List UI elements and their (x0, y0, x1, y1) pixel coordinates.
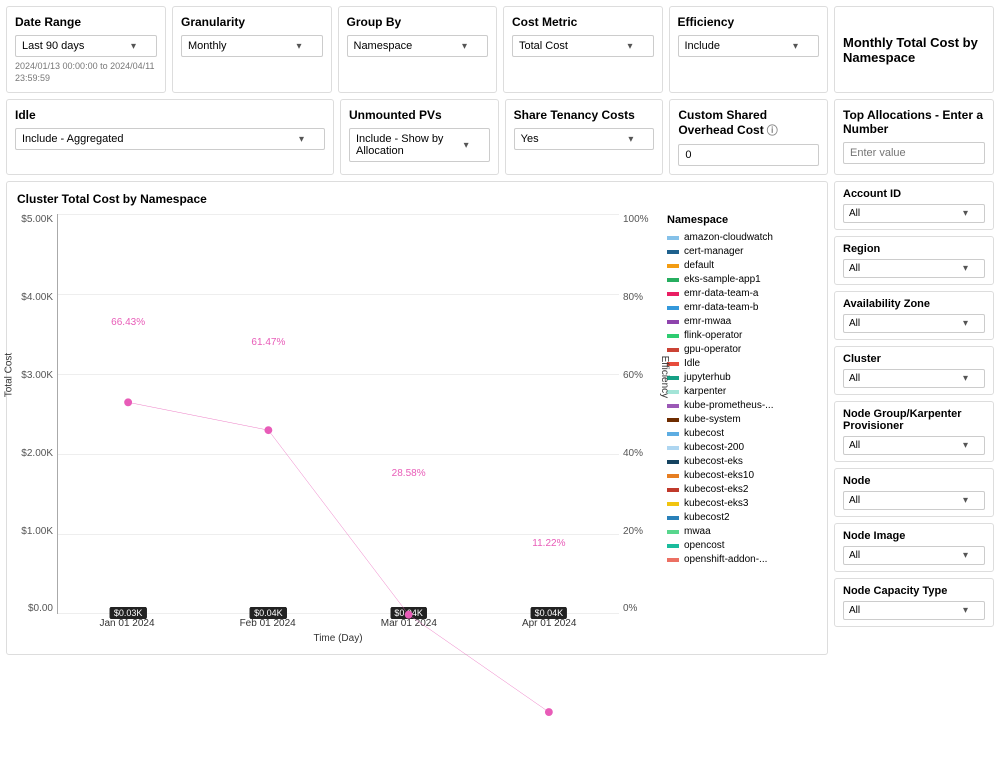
side-filter-select[interactable]: All (843, 491, 985, 510)
summary-title-panel: Monthly Total Cost by Namespace (834, 6, 994, 93)
chart-panel: Cluster Total Cost by Namespace Total Co… (6, 181, 828, 655)
legend-item[interactable]: flink-operator (667, 330, 817, 341)
side-filter: Node ImageAll (834, 523, 994, 572)
legend-item[interactable]: emr-data-team-a (667, 288, 817, 299)
costmetric-panel: Cost Metric Total Cost (503, 6, 663, 93)
side-filter: ClusterAll (834, 346, 994, 395)
granularity-select[interactable]: Monthly (181, 35, 323, 57)
groupby-select[interactable]: Namespace (347, 35, 489, 57)
legend-item[interactable]: kubecost-200 (667, 442, 817, 453)
side-filter: Account IDAll (834, 181, 994, 230)
date-range-sub: 2024/01/13 00:00:00 to 2024/04/11 23:59:… (15, 61, 157, 84)
legend-item[interactable]: karpenter (667, 386, 817, 397)
groupby-panel: Group By Namespace (338, 6, 498, 93)
side-filter-select[interactable]: All (843, 314, 985, 333)
side-filter-select[interactable]: All (843, 369, 985, 388)
legend-item[interactable]: kubecost2 (667, 512, 817, 523)
side-filter: RegionAll (834, 236, 994, 285)
legend-item[interactable]: default (667, 260, 817, 271)
filter-row-2: Idle Include - Aggregated Unmounted PVs … (6, 99, 994, 175)
granularity-panel: Granularity Monthly (172, 6, 332, 93)
legend-item[interactable]: jupyterhub (667, 372, 817, 383)
chart-title: Cluster Total Cost by Namespace (17, 192, 817, 206)
side-filter: Node Group/Karpenter ProvisionerAll (834, 401, 994, 462)
side-filters: Account IDAll RegionAll Availability ZoneA… (834, 181, 994, 655)
filter-row-1: Date Range Last 90 days 2024/01/13 00:00… (6, 6, 994, 93)
side-filter-select[interactable]: All (843, 259, 985, 278)
side-filter: Node Capacity TypeAll (834, 578, 994, 627)
legend-item[interactable]: Idle (667, 358, 817, 369)
idle-panel: Idle Include - Aggregated (6, 99, 334, 175)
info-icon (764, 123, 778, 137)
side-filter-select[interactable]: All (843, 601, 985, 620)
x-labels: Jan 01 2024Feb 01 2024Mar 01 2024Apr 01 … (57, 618, 619, 629)
y-axis: Total Cost $5.00K$4.00K$3.00K$2.00K$1.00… (17, 214, 57, 614)
y2-axis: Efficiency 100%80%60%40%20%0% (619, 214, 657, 614)
efficiency-select[interactable]: Include (678, 35, 820, 57)
unmounted-select[interactable]: Include - Show by Allocation (349, 128, 490, 162)
legend-item[interactable]: amazon-cloudwatch (667, 232, 817, 243)
topalloc-panel: Top Allocations - Enter a Number (834, 99, 994, 175)
legend-item[interactable]: emr-mwaa (667, 316, 817, 327)
date-range-panel: Date Range Last 90 days 2024/01/13 00:00… (6, 6, 166, 93)
side-filter-select[interactable]: All (843, 546, 985, 565)
legend-item[interactable]: kube-prometheus-... (667, 400, 817, 411)
legend-item[interactable]: mwaa (667, 526, 817, 537)
chart-plot: $0.00K$0.98K$0.12K$0.03K$0.02K$1.81K$0.0… (57, 214, 619, 614)
costmetric-select[interactable]: Total Cost (512, 35, 654, 57)
legend-item[interactable]: kubecost-eks3 (667, 498, 817, 509)
sharetenancy-select[interactable]: Yes (514, 128, 655, 150)
date-range-label: Date Range (15, 15, 157, 29)
unmounted-panel: Unmounted PVs Include - Show by Allocati… (340, 99, 499, 175)
side-filter: NodeAll (834, 468, 994, 517)
idle-select[interactable]: Include - Aggregated (15, 128, 325, 150)
overhead-input[interactable] (678, 144, 819, 166)
legend-item[interactable]: openshift-addon-... (667, 554, 817, 565)
side-filter: Availability ZoneAll (834, 291, 994, 340)
legend-item[interactable]: opencost (667, 540, 817, 551)
legend-item[interactable]: kubecost-eks (667, 456, 817, 467)
efficiency-panel: Efficiency Include (669, 6, 829, 93)
overhead-panel: Custom Shared Overhead Cost (669, 99, 828, 175)
legend-item[interactable]: emr-data-team-b (667, 302, 817, 313)
legend-item[interactable]: eks-sample-app1 (667, 274, 817, 285)
legend-item[interactable]: kubecost-eks2 (667, 484, 817, 495)
date-range-select[interactable]: Last 90 days (15, 35, 157, 57)
legend-item[interactable]: gpu-operator (667, 344, 817, 355)
legend-item[interactable]: kubecost-eks10 (667, 470, 817, 481)
legend-item[interactable]: cert-manager (667, 246, 817, 257)
legend: Namespace amazon-cloudwatchcert-managerd… (657, 214, 817, 614)
legend-item[interactable]: kube-system (667, 414, 817, 425)
sharetenancy-panel: Share Tenancy Costs Yes (505, 99, 664, 175)
legend-item[interactable]: kubecost (667, 428, 817, 439)
side-filter-select[interactable]: All (843, 204, 985, 223)
side-filter-select[interactable]: All (843, 436, 985, 455)
topalloc-input[interactable] (843, 142, 985, 164)
